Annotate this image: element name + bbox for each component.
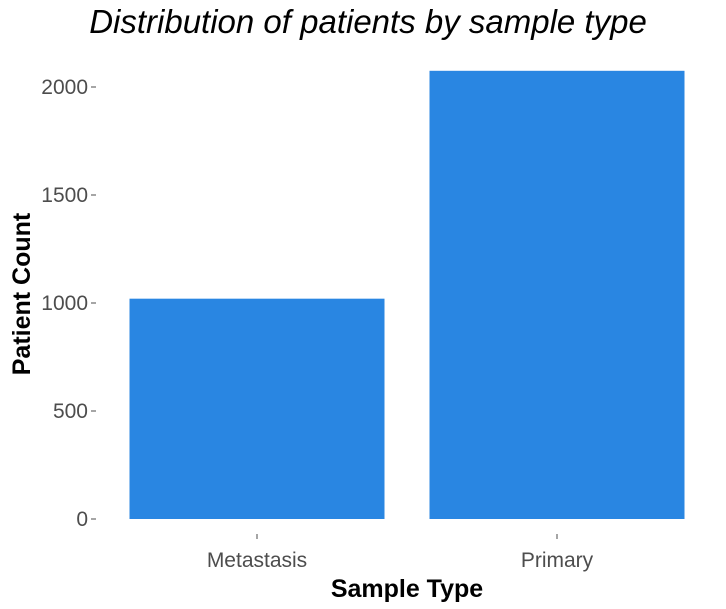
y-tick-label: 500 — [53, 400, 88, 423]
y-axis-title: Patient Count — [8, 212, 36, 375]
y-tick-label: 1000 — [41, 292, 88, 315]
y-tick-label: 0 — [76, 508, 88, 531]
x-tick-label: Primary — [521, 549, 594, 572]
y-axis: 0 500 1000 1500 2000 — [41, 76, 96, 531]
y-tick-label: 1500 — [41, 184, 88, 207]
bars — [129, 70, 685, 520]
x-axis-title: Sample Type — [331, 575, 483, 603]
bar-primary — [429, 70, 685, 520]
x-axis: Metastasis Primary — [207, 534, 594, 572]
y-tick-label: 2000 — [41, 76, 88, 99]
bar-metastasis — [129, 298, 385, 519]
x-tick-label: Metastasis — [207, 549, 307, 572]
chart-title: Distribution of patients by sample type — [89, 3, 647, 40]
